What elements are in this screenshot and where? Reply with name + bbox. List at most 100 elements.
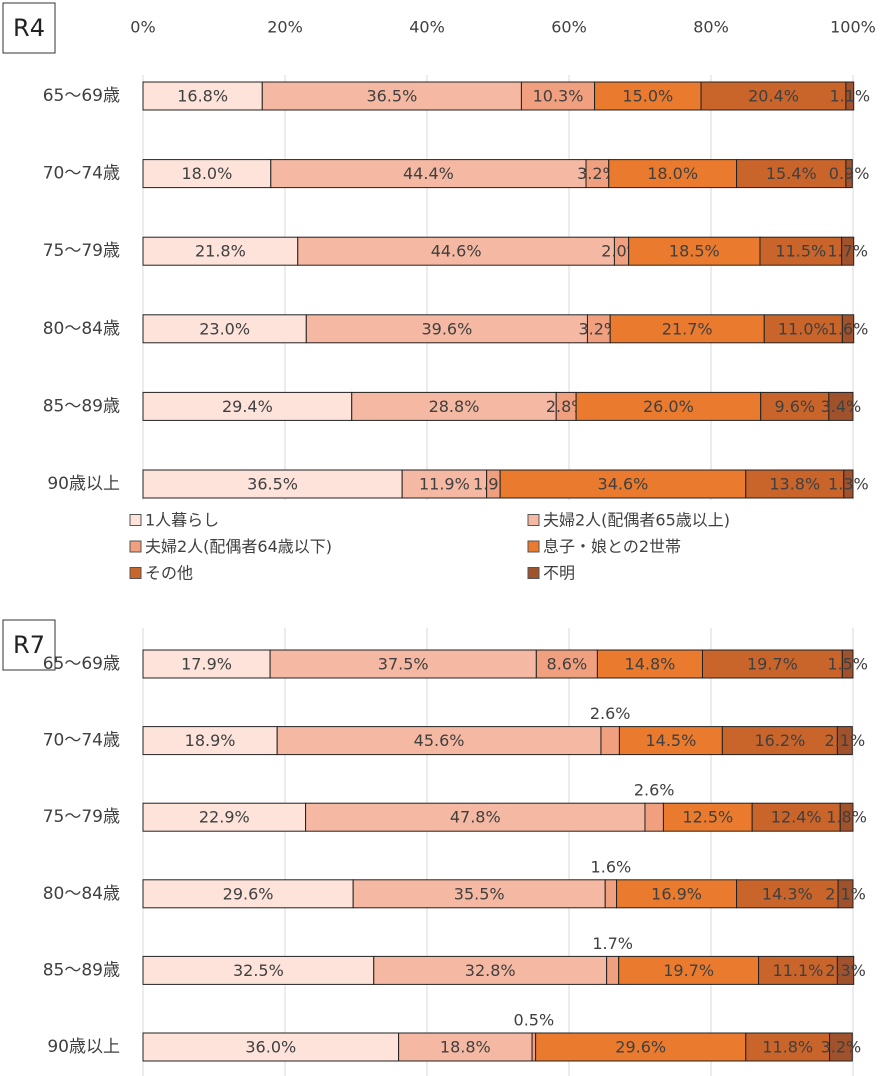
legend-label: 夫婦2人(配偶者64歳以下) [145,537,332,556]
bar-segment [594,81,702,111]
x-tick-label: 60% [551,18,587,37]
value-label: 22.9% [199,808,250,827]
x-tick-label: 100% [830,18,876,37]
value-label: 11.5% [775,242,826,261]
bar-segment [700,81,847,111]
value-label: 11.0% [778,319,829,338]
legend-swatch [527,540,540,553]
bar-segment [142,649,271,679]
value-label: 2.6% [590,704,631,723]
bar-segment [401,469,488,499]
value-label: 15.4% [766,164,817,183]
bar-segment [352,879,606,909]
bar-segment [535,649,598,679]
value-label: 1.1% [829,87,870,106]
value-label: 3.2% [578,319,619,338]
bar-segment [745,469,845,499]
x-tick-label: 80% [693,18,729,37]
value-label: 34.6% [598,475,649,494]
value-label: 29.6% [615,1038,666,1057]
value-label: 11.8% [762,1038,813,1057]
value-label: 16.9% [651,884,702,903]
value-label: 18.8% [440,1038,491,1057]
value-label: 47.8% [450,808,501,827]
bar-segment [701,649,843,679]
value-label: 2.6% [634,781,675,800]
value-label: 17.9% [181,655,232,674]
value-label: 8.6% [547,655,588,674]
bar-segment [662,802,753,832]
value-label: 19.7% [663,961,714,980]
value-label: 20.4% [748,87,799,106]
bar-segment [596,649,703,679]
value-label: 14.3% [762,884,813,903]
legend-swatch [527,567,540,579]
bar-segment [841,236,855,266]
x-tick-label: 40% [409,18,445,37]
legend-swatch [129,540,142,553]
value-label: 16.8% [177,87,228,106]
value-label: 39.6% [421,319,472,338]
value-label: 32.8% [465,961,516,980]
value-label: 1.7% [827,242,868,261]
bar-segment [841,314,855,344]
bar-segment [837,879,854,909]
bar-segment [142,236,299,266]
y-tick-label: 70～74歳 [43,731,120,751]
bar-segment [628,236,761,266]
value-label: 37.5% [378,655,429,674]
value-label: 36.5% [366,87,417,106]
legend-label: その他 [145,564,193,583]
y-tick-label: 80～84歳 [43,884,120,904]
y-tick-label: 75～79歳 [43,807,120,827]
value-label: 1.6% [591,857,632,876]
x-tick-label: 0% [130,18,155,37]
value-label: 18.9% [185,731,236,750]
value-label: 2.3% [825,961,866,980]
bar-segment [616,879,738,909]
bar-segment [305,802,646,832]
legend-label: 息子・娘との2世帯 [543,537,681,556]
bar-segment [142,1032,400,1062]
value-label: 15.0% [622,87,673,106]
value-label: 3.4% [821,397,862,416]
bar-segment [142,726,278,756]
y-tick-label: 65～69歳 [43,86,120,106]
value-label: 1.3% [828,475,869,494]
value-label: 2.1% [825,884,866,903]
bar-segment [841,649,854,679]
bar-segment [618,955,760,985]
bar-segment [297,236,615,266]
y-tick-label: 85～89歳 [43,396,120,416]
bar-segment [721,726,838,756]
value-label: 44.6% [431,242,482,261]
legend-label: 夫婦2人(配偶者65歳以上) [543,511,730,530]
value-label: 28.8% [429,397,480,416]
y-tick-label: 70～74歳 [43,164,120,184]
bar-segment [535,1032,747,1062]
chart-title: R7 [13,631,45,659]
bar-segment [836,726,853,756]
value-label: 16.2% [754,731,805,750]
value-label: 19.7% [747,655,798,674]
bar-segment [839,802,854,832]
bar-segment [520,81,596,111]
bar-segment [600,726,620,756]
bar-segment [305,314,588,344]
value-label: 11.9% [419,475,470,494]
value-label: 35.5% [454,884,505,903]
value-label: 1.8% [826,808,867,827]
bar-segment [604,879,618,909]
legend-swatch [129,567,142,579]
bar-segment [575,391,762,421]
value-label: 1.7% [592,934,633,953]
legend-label: 不明 [543,564,575,583]
bar-segment [142,314,307,344]
legend-swatch [527,514,540,526]
value-label: 2.1% [825,731,866,750]
bar-segment [759,236,843,266]
chart-title: R4 [13,14,45,42]
value-label: 14.8% [625,655,676,674]
bar-segment [531,1032,537,1062]
